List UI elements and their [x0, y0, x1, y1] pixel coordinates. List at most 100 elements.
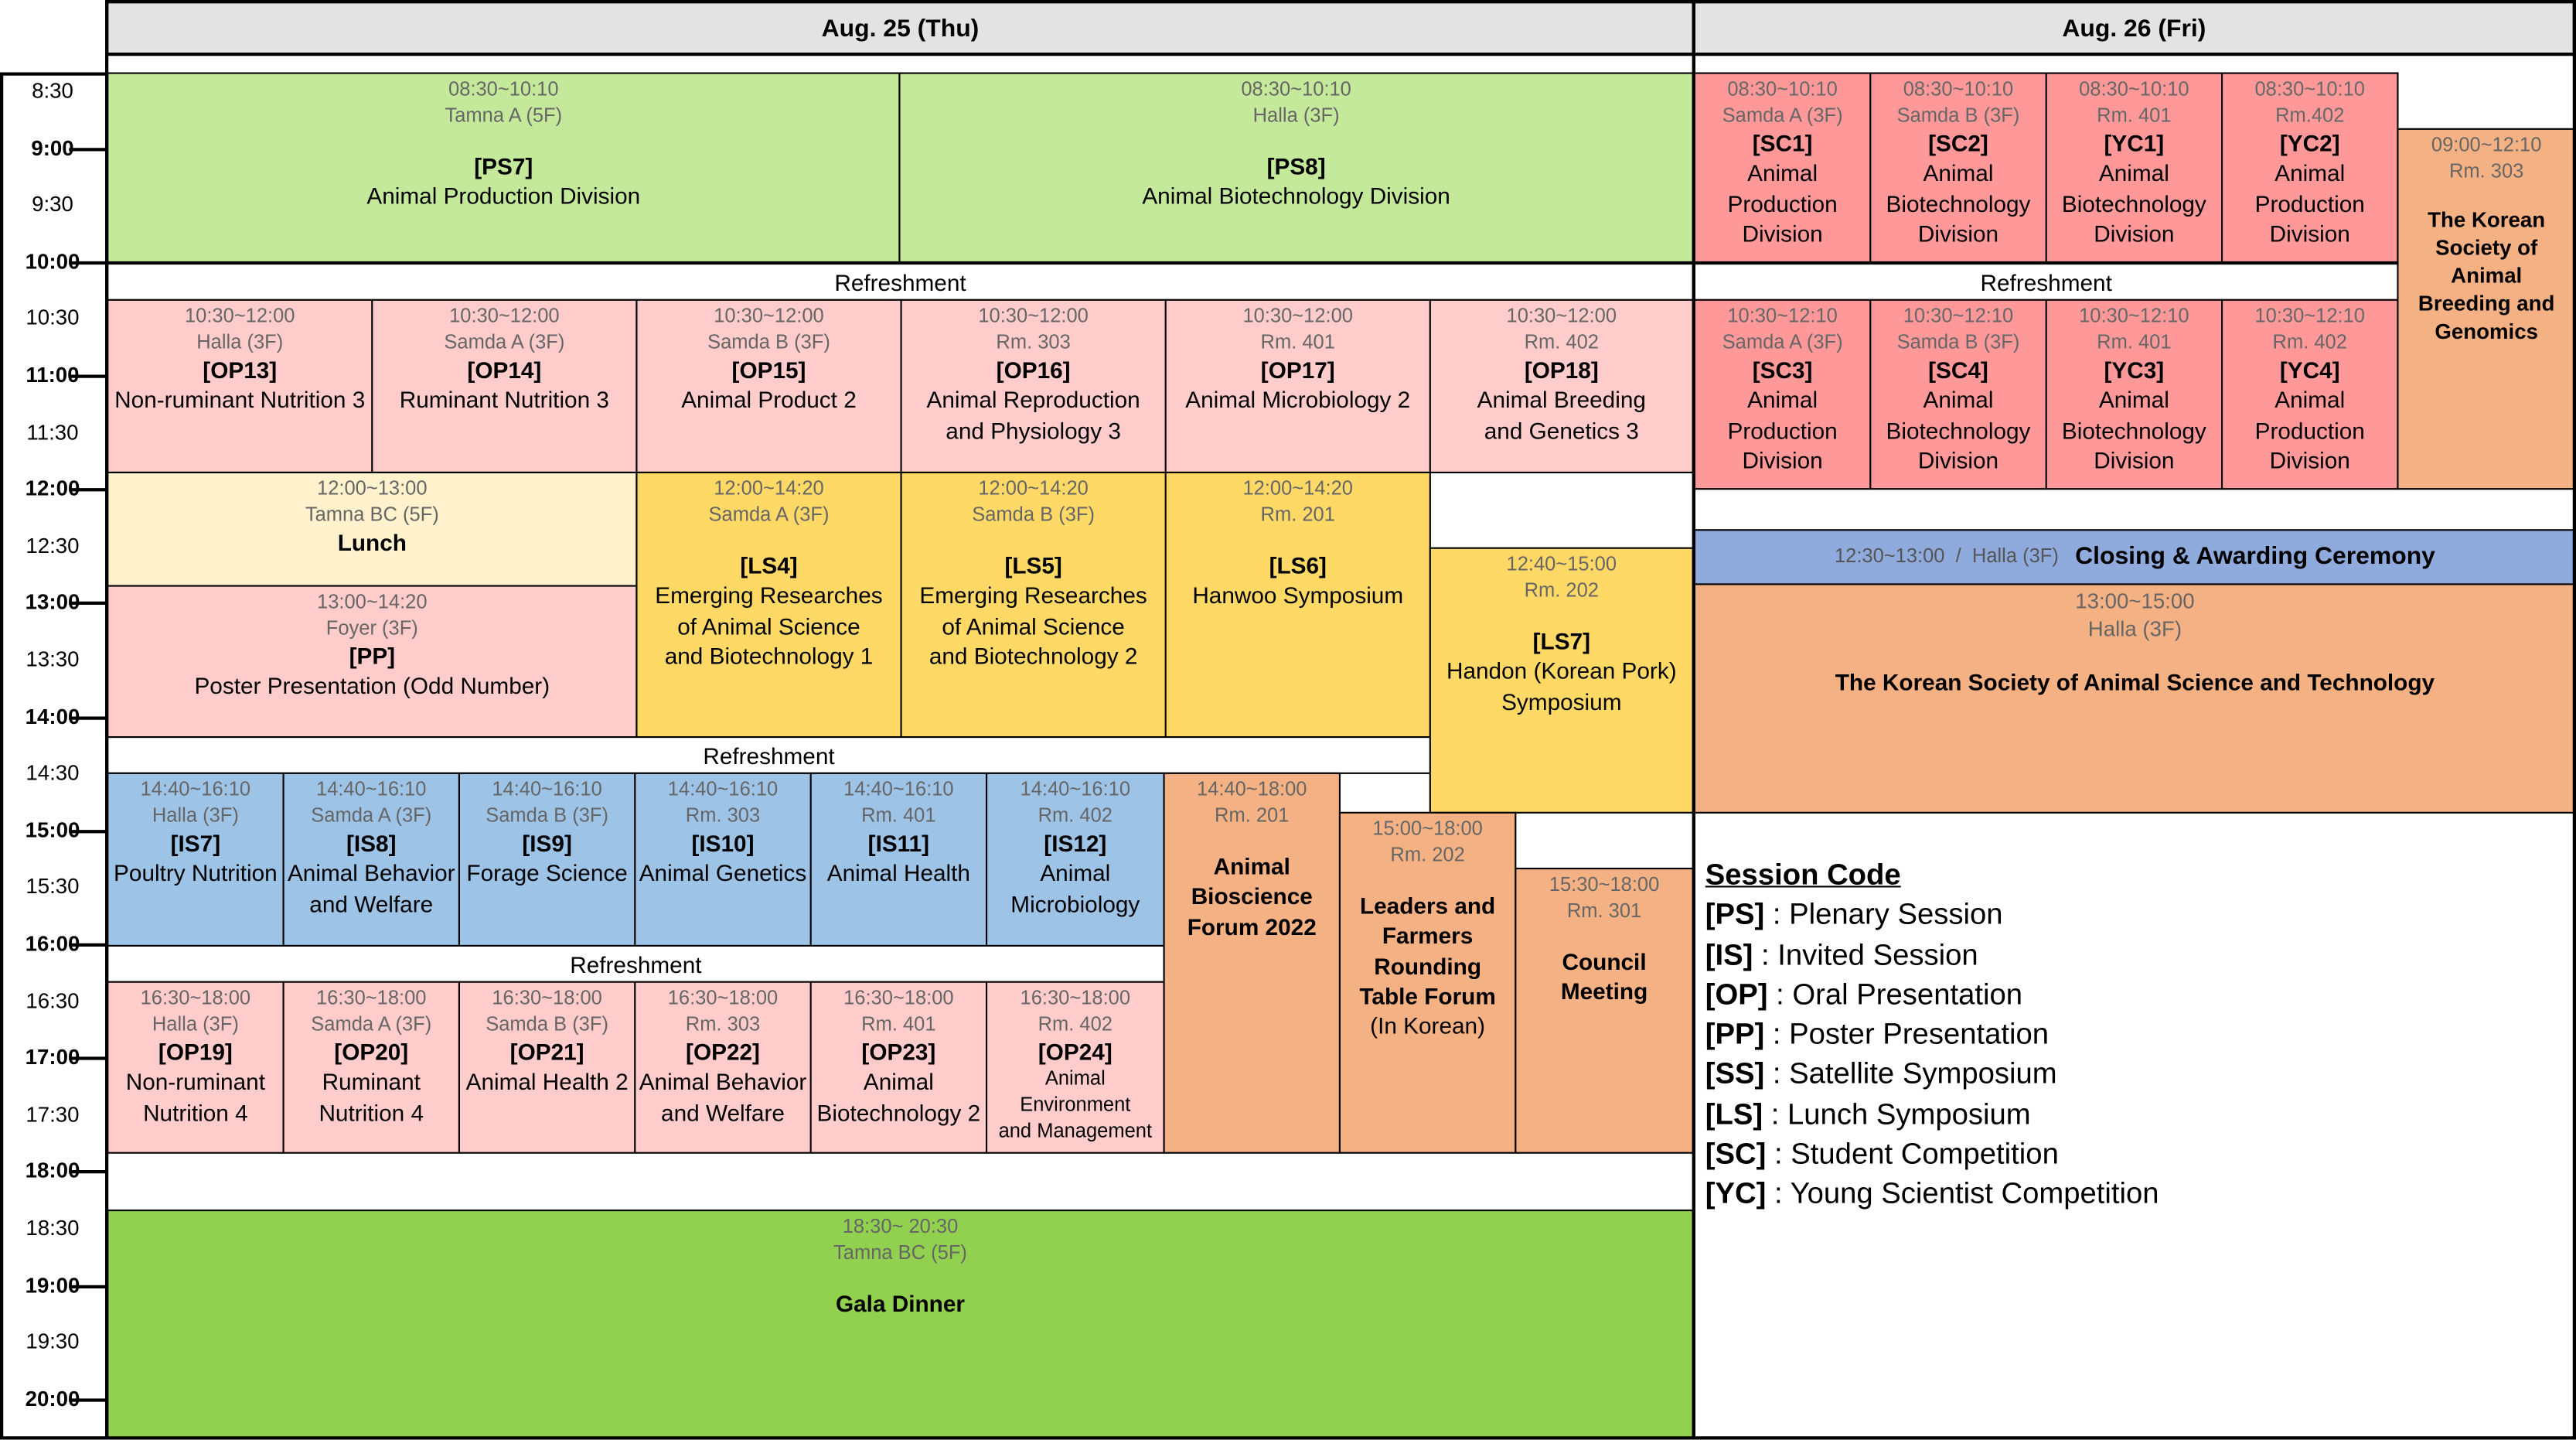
session-yc3: 10:30~12:10 Rm. 401 [YC3] Animal Biotech… [2045, 299, 2223, 490]
refreshment-label: Refreshment [1980, 268, 2112, 295]
time-label: 13:30 [26, 647, 80, 672]
session-time: 16:30~18:00 [140, 986, 251, 1009]
session-title-line2: Symposium [1501, 688, 1622, 715]
session-title-line2: Nutrition 4 [319, 1098, 424, 1125]
refreshment-label: Refreshment [703, 742, 835, 769]
legend-code: [SC] [1705, 1137, 1767, 1171]
session-title: Animal Genetics [639, 860, 807, 887]
session-time: 12:00~14:20 [1242, 476, 1354, 500]
session-title: Animal Biotechnology Division [1142, 183, 1450, 210]
session-room: Halla (3F) [2087, 616, 2182, 641]
session-title: Poultry Nutrition [114, 860, 278, 887]
session-room: Rm. 303 [996, 329, 1071, 353]
session-room: Rm. 303 [685, 1012, 761, 1035]
session-room: Rm. 202 [1390, 842, 1465, 866]
session-title-line2: of Animal Science [677, 612, 860, 639]
session-title-line2: Biotechnology [1886, 416, 2031, 443]
session-time-room: 12:30~13:00 / Halla (3F) [1834, 544, 2059, 568]
session-time: 14:40~16:10 [1020, 777, 1131, 800]
session-op15: 10:30~12:00 Samda B (3F) [OP15] Animal P… [635, 299, 902, 473]
session-code: [SC1] [1752, 130, 1813, 157]
session-title-line2: Production [2254, 189, 2365, 217]
session-code: [OP22] [686, 1039, 760, 1066]
session-title-line2: Biotechnology [2061, 189, 2206, 217]
session-title: Gala Dinner [835, 1290, 966, 1317]
refreshment-label: Refreshment [834, 268, 966, 295]
time-label: 15:30 [26, 874, 80, 899]
session-room: Samda B (3F) [1896, 329, 2020, 353]
legend-code: [PS] [1705, 897, 1765, 931]
session-time: 14:40~16:10 [492, 777, 602, 800]
session-time: 10:30~12:00 [1506, 304, 1617, 327]
session-ps7: 08:30~10:10 Tamna A (5F) [PS7] Animal Pr… [107, 72, 901, 263]
legend-title: Session Code [1705, 858, 1901, 891]
session-op20: 16:30~18:00 Samda A (3F) [OP20] Ruminant… [282, 981, 460, 1154]
session-title-line1: Non-ruminant [125, 1069, 265, 1096]
session-code: [LS4] [740, 552, 798, 579]
session-room: Tamna BC (5F) [305, 502, 439, 526]
session-is11: 14:40~16:10 Rm. 401 [IS11] Animal Health [809, 772, 988, 947]
session-title-line1: Council [1562, 948, 1647, 975]
session-title: Animal Microbiology 2 [1185, 387, 1411, 414]
legend-code: [YC] [1705, 1177, 1767, 1210]
session-room: Rm. 401 [861, 1012, 936, 1035]
legend-code: [OP] [1705, 978, 1768, 1011]
time-tick [69, 1170, 105, 1175]
session-title: Animal Product 2 [681, 387, 857, 414]
session-time: 13:00~14:20 [317, 589, 428, 613]
session-op22: 16:30~18:00 Rm. 303 [OP22] Animal Behavi… [634, 981, 812, 1154]
session-time: 16:30~18:00 [315, 986, 427, 1009]
session-room: Halla (3F) [152, 803, 239, 827]
session-is7: 14:40~16:10 Halla (3F) [IS7] Poultry Nut… [107, 772, 285, 947]
session-time: 14:40~16:10 [667, 777, 779, 800]
session-time: 10:30~12:00 [184, 304, 295, 327]
session-time: 10:30~12:10 [2254, 304, 2366, 327]
session-title-line2: Farmers [1382, 922, 1474, 949]
legend-description: : Student Competition [1766, 1137, 2059, 1171]
session-time: 16:30~18:00 [843, 986, 954, 1009]
legend-item: [SC] : Student Competition [1705, 1134, 2159, 1174]
session-room: Halla (3F) [1252, 103, 1340, 126]
session-title-line2: Microbiology [1010, 889, 1140, 916]
legend-description: : Invited Session [1753, 937, 1978, 971]
session-is9: 14:40~16:10 Samda B (3F) [IS9] Forage Sc… [458, 772, 636, 947]
session-op18: 10:30~12:00 Rm. 402 [OP18] Animal Breedi… [1429, 299, 1694, 473]
session-room: Rm. 402 [1524, 329, 1599, 353]
time-label: 10:30 [26, 305, 80, 330]
session-title-line1: Handon (Korean Pork) [1446, 657, 1677, 684]
session-room: Rm. 401 [2097, 329, 2172, 353]
session-code: [YC3] [2104, 357, 2165, 384]
time-label: 11:30 [26, 419, 79, 444]
session-code: [LS6] [1269, 552, 1327, 579]
session-room: Samda A (3F) [311, 1012, 432, 1035]
session-title-line1: Animal [1923, 159, 1994, 186]
session-ls7: 12:40~15:00 Rm. 202 [LS7] Handon (Korean… [1429, 547, 1694, 814]
session-code: [OP15] [731, 357, 806, 384]
session-room: Rm. 301 [1566, 898, 1642, 922]
session-time: 13:00~15:00 [2075, 588, 2195, 613]
session-title-line2: and Welfare [309, 889, 434, 916]
session-time: 10:30~12:10 [2079, 304, 2189, 327]
legend-description: : Oral Presentation [1767, 978, 2023, 1011]
time-tick [69, 715, 105, 719]
session-title-line1: Leaders and [1359, 892, 1496, 920]
session-title-line3: Breeding and [2418, 290, 2555, 316]
session-title-line4: Table Forum [1359, 982, 1496, 1009]
session-title-line2: Production [1727, 416, 1838, 443]
session-title-line3: Division [1917, 446, 1999, 473]
session-title-line3: Division [2094, 446, 2175, 473]
session-op16: 10:30~12:00 Rm. 303 [OP16] Animal Reprod… [900, 299, 1167, 473]
session-lunch: 12:00~13:00 Tamna BC (5F) Lunch [107, 471, 638, 587]
time-tick [69, 829, 105, 833]
session-title-line1: Animal [2098, 387, 2169, 414]
session-code: [OP19] [158, 1039, 233, 1066]
time-tick [69, 147, 105, 151]
session-closing-ceremony: 12:30~13:00 / Halla (3F) Closing & Award… [1693, 529, 2576, 585]
session-title: Closing & Awarding Ceremony [2075, 542, 2435, 571]
session-room: Rm. 401 [2097, 103, 2172, 126]
session-leaders-farmers-forum: 15:00~18:00 Rm. 202 Leaders and Farmers … [1338, 811, 1517, 1154]
session-pp: 13:00~14:20 Foyer (3F) [PP] Poster Prese… [107, 585, 638, 739]
session-room: Rm. 401 [861, 803, 936, 827]
day-header-fri: Aug. 26 (Fri) [1692, 0, 2576, 56]
refreshment-band-thu-2: Refreshment [107, 736, 1431, 774]
